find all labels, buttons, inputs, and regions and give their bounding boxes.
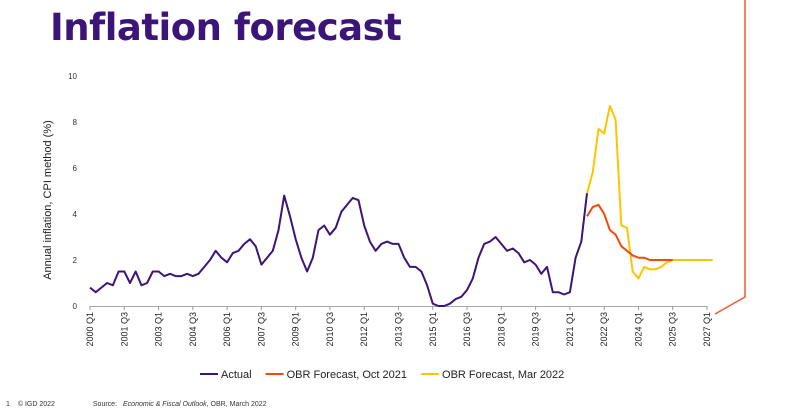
x-tick-label: 2025 Q3 <box>668 312 678 347</box>
x-tick-label: 2021 Q1 <box>565 312 575 347</box>
x-tick-label: 2000 Q1 <box>85 312 95 347</box>
page-title: Inflation forecast <box>50 6 402 49</box>
x-tick-label: 2024 Q1 <box>633 312 643 347</box>
legend-label: OBR Forecast, Mar 2022 <box>442 369 564 381</box>
legend-label: Actual <box>221 369 252 381</box>
y-axis-label: Annual inflation, CPI method (%) <box>42 120 54 280</box>
x-tick-label: 2013 Q3 <box>394 312 404 347</box>
inflation-line-chart: Annual inflation, CPI method (%) 0 2 4 6 8 10… <box>42 0 746 381</box>
y-tick-label: 6 <box>73 164 78 173</box>
copyright: © IGD 2022 <box>17 401 55 408</box>
x-tick-label: 2015 Q1 <box>428 312 438 347</box>
x-tick-label: 2009 Q1 <box>291 312 301 347</box>
y-tick-label: 8 <box>73 118 78 127</box>
x-tick-label: 2010 Q3 <box>325 312 335 347</box>
x-tick-label: 2004 Q3 <box>188 312 198 347</box>
x-tick-label: 2007 Q3 <box>256 312 266 347</box>
source-title: Economic & Fiscal Outlook <box>123 401 207 408</box>
x-tick-label: 2022 Q3 <box>599 312 609 347</box>
series-line-1 <box>586 203 673 261</box>
series-lines <box>89 104 713 307</box>
accent-line <box>714 0 746 315</box>
y-tick-label: 4 <box>73 210 78 219</box>
source-label: Source: <box>92 401 118 408</box>
x-tick-label: 2027 Q1 <box>702 312 712 347</box>
series-line-0 <box>89 193 588 307</box>
x-tick-label: 2018 Q1 <box>496 312 506 347</box>
legend-label: OBR Forecast, Oct 2021 <box>287 369 407 381</box>
x-tick-label: 2006 Q1 <box>222 312 232 347</box>
x-axis-ticks: 2000 Q1 2001 Q3 2003 Q1 2004 Q3 2006 Q1 2007 … <box>85 306 712 347</box>
y-tick-label: 10 <box>68 72 77 81</box>
chart-legend: Actual OBR Forecast, Oct 2021 OBR Forecast… <box>200 369 564 381</box>
series-line-2 <box>586 104 713 280</box>
page-number: 1 <box>6 401 10 408</box>
x-tick-label: 2019 Q3 <box>531 312 541 347</box>
source-details: , OBR, March 2022 <box>206 401 267 408</box>
y-axis-ticks: 0 2 4 6 8 10 <box>68 72 77 311</box>
decorative-accent-line <box>714 0 746 315</box>
x-tick-label: 2003 Q1 <box>154 312 164 347</box>
x-tick-label: 2012 Q1 <box>359 312 369 347</box>
x-tick-label: 2016 Q3 <box>462 312 472 347</box>
y-tick-label: 2 <box>73 256 78 265</box>
x-tick-label: 2001 Q3 <box>119 312 129 347</box>
y-tick-label: 0 <box>73 302 78 311</box>
footer: 1 © IGD 2022 Source: Economic & Fiscal Ou… <box>6 401 273 408</box>
